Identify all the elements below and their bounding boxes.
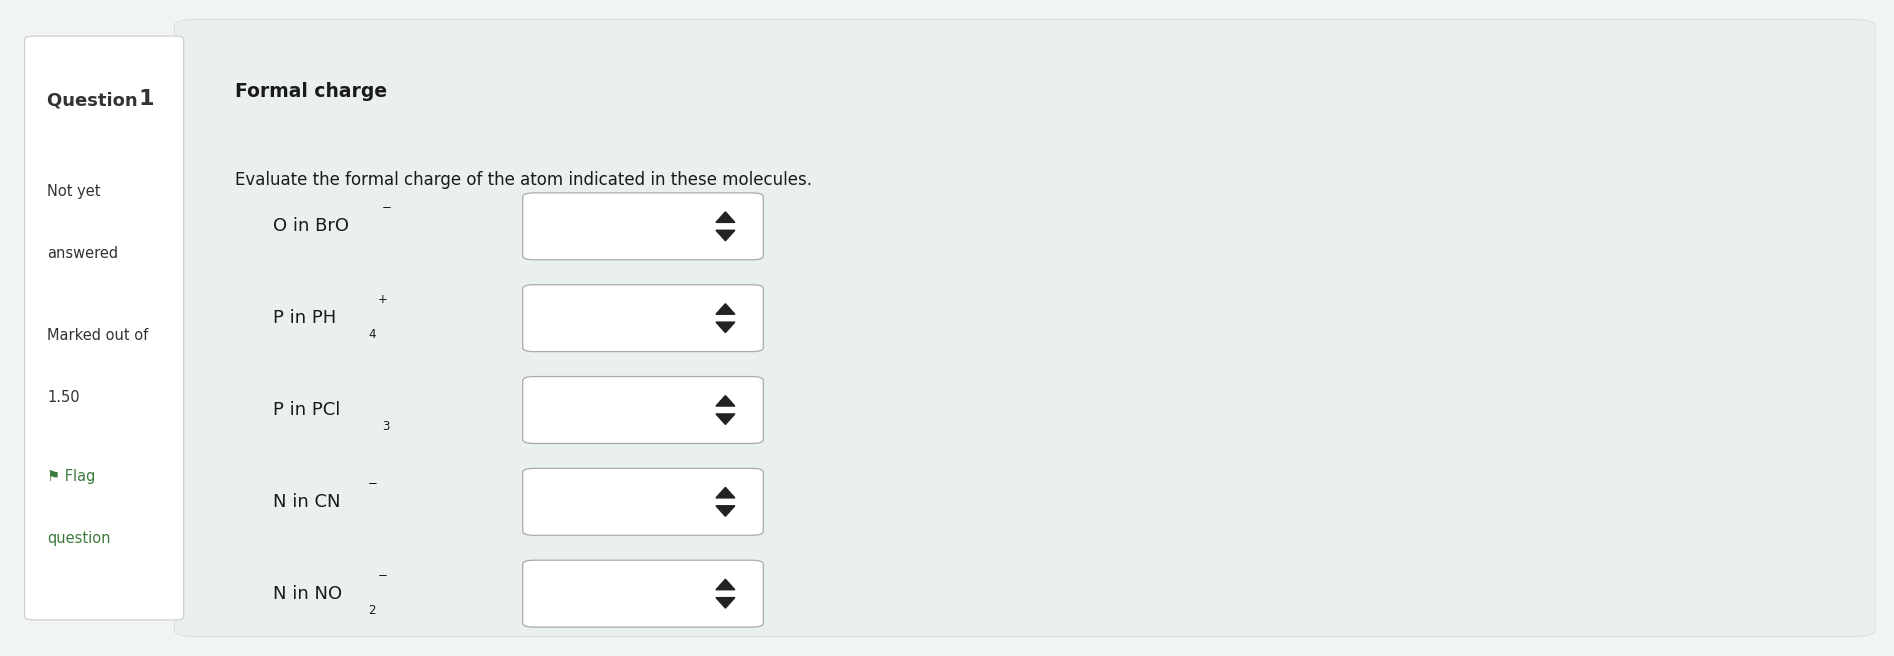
FancyBboxPatch shape [523,285,763,352]
Text: P in PCl: P in PCl [273,401,341,419]
Polygon shape [716,304,735,314]
Text: +: + [377,293,388,306]
FancyBboxPatch shape [25,36,184,620]
Text: 1.50: 1.50 [47,390,80,405]
FancyBboxPatch shape [523,377,763,443]
Text: O in BrO: O in BrO [273,217,348,236]
Text: Evaluate the formal charge of the atom indicated in these molecules.: Evaluate the formal charge of the atom i… [235,171,813,188]
Text: 1: 1 [138,89,153,108]
Text: Choose...: Choose... [551,586,625,601]
Polygon shape [716,322,735,333]
Polygon shape [716,212,735,222]
Text: ⚑ Flag: ⚑ Flag [47,469,97,484]
Text: Marked out of: Marked out of [47,328,148,343]
Text: −: − [367,477,379,490]
Text: N in NO: N in NO [273,584,341,603]
Text: Not yet: Not yet [47,184,100,199]
Polygon shape [716,579,735,590]
Text: −: − [377,569,388,582]
Polygon shape [716,230,735,241]
Polygon shape [716,506,735,516]
Text: Choose...: Choose... [551,219,625,234]
Text: P in PH: P in PH [273,309,335,327]
Polygon shape [716,487,735,498]
Polygon shape [716,414,735,424]
Text: N in CN: N in CN [273,493,341,511]
Polygon shape [716,396,735,406]
Text: 3: 3 [383,420,388,433]
Text: −: − [383,201,392,215]
FancyBboxPatch shape [174,20,1875,636]
Text: Formal charge: Formal charge [235,82,386,101]
Text: Choose...: Choose... [551,495,625,509]
Text: Choose...: Choose... [551,403,625,417]
FancyBboxPatch shape [523,468,763,535]
Text: 4: 4 [367,328,375,341]
Text: 2: 2 [367,604,375,617]
Text: answered: answered [47,246,119,261]
Text: question: question [47,531,112,546]
Text: Question: Question [47,92,144,110]
Polygon shape [716,598,735,608]
Text: Choose...: Choose... [551,311,625,325]
FancyBboxPatch shape [523,560,763,627]
FancyBboxPatch shape [523,193,763,260]
